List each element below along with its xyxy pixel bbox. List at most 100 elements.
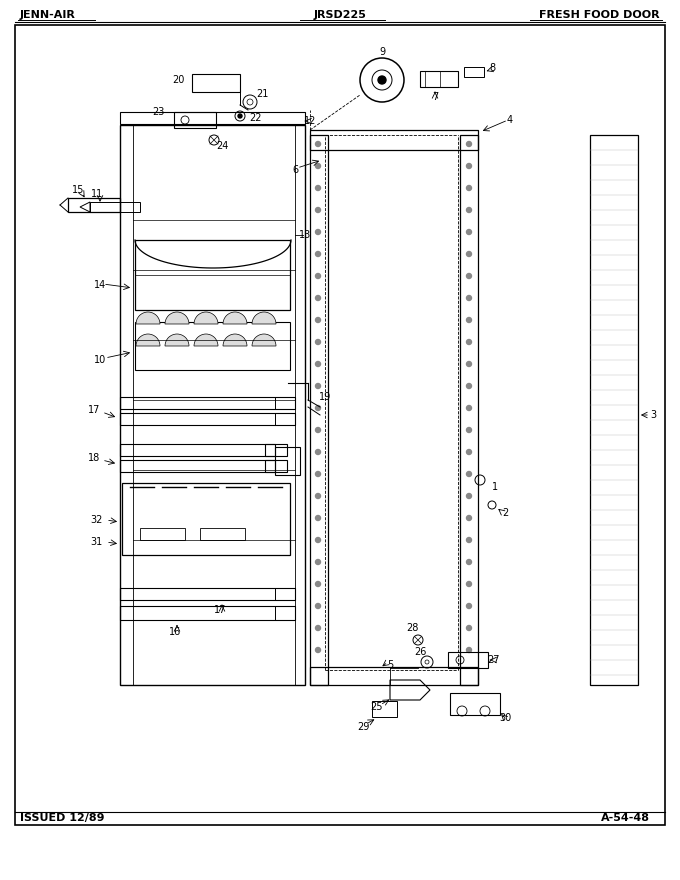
Bar — [372, 701, 397, 717]
Wedge shape — [136, 334, 160, 346]
Circle shape — [316, 362, 320, 366]
Circle shape — [316, 230, 320, 234]
Bar — [275, 413, 295, 425]
Text: 21: 21 — [256, 89, 268, 99]
Circle shape — [466, 208, 471, 212]
Bar — [192, 74, 240, 92]
Wedge shape — [136, 312, 160, 324]
Wedge shape — [194, 334, 218, 346]
Text: JENN-AIR: JENN-AIR — [20, 10, 76, 20]
Circle shape — [466, 428, 471, 432]
Circle shape — [316, 274, 320, 278]
Circle shape — [316, 560, 320, 564]
Circle shape — [466, 230, 471, 234]
Circle shape — [316, 384, 320, 388]
Bar — [120, 413, 295, 425]
Text: 3: 3 — [650, 410, 656, 420]
Bar — [120, 444, 275, 456]
Bar — [310, 667, 478, 685]
Circle shape — [316, 252, 320, 256]
Circle shape — [316, 516, 320, 520]
Wedge shape — [223, 312, 247, 324]
Circle shape — [316, 428, 320, 432]
Bar — [120, 460, 275, 472]
Bar — [275, 588, 295, 600]
Bar — [135, 322, 290, 370]
Text: 12: 12 — [304, 116, 316, 126]
Bar — [200, 528, 245, 540]
Bar — [265, 460, 287, 472]
Text: 5: 5 — [387, 660, 393, 670]
Bar — [265, 444, 287, 456]
Circle shape — [316, 296, 320, 300]
Circle shape — [316, 604, 320, 608]
Circle shape — [466, 252, 471, 256]
Circle shape — [316, 472, 320, 476]
Circle shape — [466, 318, 471, 322]
Circle shape — [466, 384, 471, 388]
Circle shape — [316, 340, 320, 344]
Text: 30: 30 — [499, 713, 511, 723]
Wedge shape — [194, 312, 218, 324]
Text: A-54-48: A-54-48 — [601, 813, 650, 823]
Circle shape — [316, 208, 320, 212]
Text: 26: 26 — [414, 647, 426, 657]
Text: JRSD225: JRSD225 — [313, 10, 367, 20]
Text: 28: 28 — [406, 623, 418, 633]
Bar — [90, 202, 140, 212]
Text: 29: 29 — [357, 722, 369, 732]
Circle shape — [316, 142, 320, 146]
Circle shape — [466, 560, 471, 564]
Text: 9: 9 — [379, 47, 385, 57]
Text: 25: 25 — [371, 702, 384, 712]
Circle shape — [466, 406, 471, 410]
Bar — [275, 606, 295, 620]
Circle shape — [466, 494, 471, 498]
Bar — [174, 112, 216, 128]
Circle shape — [316, 406, 320, 410]
Bar — [120, 588, 295, 600]
Wedge shape — [165, 312, 189, 324]
Circle shape — [466, 604, 471, 608]
Text: 20: 20 — [173, 75, 185, 85]
Bar — [448, 652, 488, 668]
Bar — [120, 397, 295, 409]
Circle shape — [238, 114, 242, 118]
Text: 15: 15 — [72, 185, 84, 195]
Circle shape — [316, 538, 320, 542]
Bar — [310, 135, 328, 685]
Circle shape — [466, 516, 471, 520]
Wedge shape — [252, 312, 276, 324]
Circle shape — [316, 186, 320, 190]
Bar — [464, 67, 484, 77]
Circle shape — [316, 318, 320, 322]
Circle shape — [466, 142, 471, 146]
Circle shape — [316, 450, 320, 454]
Text: 13: 13 — [299, 230, 311, 240]
Circle shape — [466, 648, 471, 652]
Circle shape — [316, 648, 320, 652]
Bar — [122, 483, 290, 555]
Circle shape — [316, 494, 320, 498]
Text: FRESH FOOD DOOR: FRESH FOOD DOOR — [539, 10, 660, 20]
Text: 24: 24 — [216, 141, 228, 151]
Bar — [310, 130, 478, 150]
Bar — [140, 528, 185, 540]
Text: 17: 17 — [214, 605, 226, 615]
Circle shape — [466, 538, 471, 542]
Text: ISSUED 12/89: ISSUED 12/89 — [20, 813, 105, 823]
Text: 27: 27 — [488, 655, 500, 665]
Text: 2: 2 — [502, 508, 508, 518]
Text: 18: 18 — [88, 453, 100, 463]
Circle shape — [316, 582, 320, 586]
Bar — [120, 112, 305, 124]
Circle shape — [466, 164, 471, 168]
Circle shape — [316, 626, 320, 630]
Text: 19: 19 — [319, 392, 331, 402]
Bar — [135, 240, 290, 310]
Text: 6: 6 — [292, 165, 298, 175]
Text: 1: 1 — [492, 482, 498, 492]
Text: 31: 31 — [90, 537, 103, 547]
Bar — [590, 135, 638, 685]
Circle shape — [466, 450, 471, 454]
